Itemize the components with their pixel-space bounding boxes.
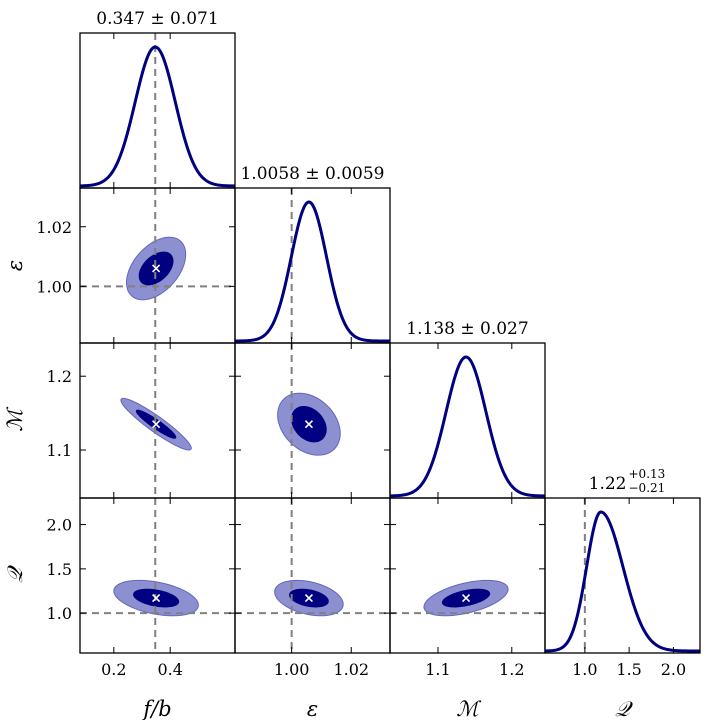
x-tick-label: 1.5 [616, 660, 641, 679]
panel-frame [389, 342, 546, 499]
marginal-panel-Q [545, 498, 700, 653]
panel-frame [234, 187, 391, 344]
x-tick-label: 1.2 [499, 660, 524, 679]
y-tick-label: 1.5 [47, 560, 72, 579]
x-axis-label: ε [307, 697, 318, 720]
x-tick-label: 1.0 [572, 660, 597, 679]
best-fit-marker [304, 420, 313, 429]
marginal-panel-eps [235, 188, 390, 343]
best-fit-marker [461, 594, 471, 603]
best-fit-marker [152, 420, 161, 429]
best-fit-marker [304, 594, 313, 603]
marginal-panel-M [390, 355, 545, 498]
x-axis-label: f/b [141, 697, 171, 720]
marginal-panel-fb [80, 33, 235, 188]
best-fit-marker [152, 594, 161, 603]
marginal-curve [390, 355, 545, 498]
y-axis-label: ε [3, 260, 27, 271]
panel-frame [544, 497, 701, 654]
x-tick-label: 0.4 [157, 660, 182, 679]
marginal-title: 1.138 ± 0.027 [406, 319, 528, 339]
y-tick-label: 1.00 [36, 277, 72, 296]
panel-frame [79, 497, 236, 654]
x-tick-label: 1.1 [425, 660, 450, 679]
best-fit-marker [152, 264, 161, 273]
joint-panel-fb-eps [80, 188, 235, 343]
x-axis-label: ℳ [456, 697, 482, 720]
y-tick-label: 1.02 [36, 218, 72, 237]
x-axis-label: 𝒬 [615, 697, 633, 720]
marginal-title-lower: −0.21 [629, 481, 666, 495]
joint-panel-eps-Q [235, 498, 390, 653]
y-axis-label: ℳ [3, 406, 27, 432]
marginal-curve [235, 200, 390, 343]
panel-frame [79, 32, 236, 189]
marginal-title: 0.347 ± 0.071 [96, 9, 218, 29]
panel-frame [389, 497, 546, 654]
x-tick-label: 2.0 [661, 660, 686, 679]
y-tick-label: 1.1 [47, 441, 72, 460]
joint-panel-fb-Q [80, 498, 235, 653]
y-tick-label: 1.2 [47, 367, 72, 386]
x-tick-label: 1.02 [333, 660, 369, 679]
marginal-title: 1.0058 ± 0.0059 [240, 164, 384, 184]
x-tick-label: 0.2 [101, 660, 126, 679]
panel-frame [234, 497, 391, 654]
marginal-curve [545, 510, 700, 653]
y-axis-label: 𝒬 [3, 565, 27, 583]
x-tick-label: 1.00 [274, 660, 310, 679]
joint-panel-fb-M [120, 343, 192, 498]
y-tick-label: 1.0 [47, 604, 72, 623]
marginal-title-upper: +0.13 [629, 467, 666, 481]
joint-panel-M-Q [390, 579, 545, 617]
y-tick-label: 2.0 [47, 516, 72, 535]
joint-panel-eps-M [277, 343, 341, 498]
marginal-curve [80, 45, 235, 188]
marginal-title: 1.22 [589, 474, 627, 494]
